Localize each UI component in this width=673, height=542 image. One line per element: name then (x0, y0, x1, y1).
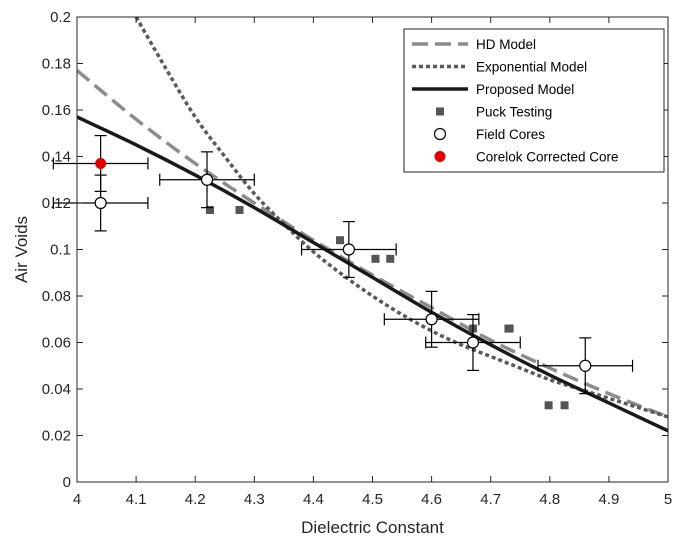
legend-swatch-filled-circle (434, 151, 446, 162)
y-axis-label: Air Voids (12, 216, 31, 283)
x-tick-label: 5 (664, 491, 672, 508)
field-core-point (342, 243, 355, 256)
x-tick-label: 4.8 (539, 491, 560, 508)
x-tick-label: 4.9 (598, 491, 619, 508)
puck-testing-point (205, 205, 214, 214)
legend-label: Corelok Corrected Core (476, 150, 619, 165)
y-tick-label: 0.1 (50, 242, 71, 259)
series-layer (52, 17, 668, 433)
legend-items: HD Model Exponential Model Proposed Model P… (412, 37, 619, 165)
proposed-model-line (77, 115, 668, 433)
y-tick-label: 0.2 (50, 9, 71, 26)
legend: HD Model Exponential Model Proposed Model P… (403, 28, 665, 173)
y-tick-label: 0.04 (42, 381, 71, 398)
y-tick-label: 0.08 (42, 288, 71, 305)
ticks-layer: 4 4.1 4.2 4.3 4.4 4.5 4.6 4.7 4.8 4.9 5 0 0.02 0.04 0.… (42, 9, 672, 508)
x-tick-label: 4.6 (421, 491, 442, 508)
x-tick-label: 4.5 (362, 491, 383, 508)
legend-item: Exponential Model (412, 60, 587, 75)
legend-item: Puck Testing (436, 105, 552, 120)
puck-testing-point (386, 254, 395, 263)
model-lines (77, 17, 668, 433)
x-axis-label: Dielectric Constant (301, 518, 444, 537)
field-cores-markers (52, 151, 634, 395)
y-tick-label: 0.14 (42, 149, 71, 166)
puck-testing-point (235, 205, 244, 214)
field-core-point (94, 196, 107, 210)
y-tick-label: 0.06 (42, 335, 71, 352)
field-core-point (425, 313, 438, 326)
corelok-corrected-core-point (95, 157, 107, 169)
puck-testing-point (544, 401, 553, 410)
puck-testing-point (371, 254, 380, 263)
legend-label: Puck Testing (476, 105, 552, 120)
y-tick-label: 0.12 (42, 195, 71, 212)
corelok-markers (52, 134, 149, 192)
field-core-point (466, 336, 480, 349)
x-tick-label: 4.7 (480, 491, 501, 508)
legend-label: HD Model (476, 37, 536, 52)
x-tick-label: 4.2 (185, 491, 206, 508)
legend-swatch-open-circle (433, 127, 447, 141)
y-tick-label: 0.18 (42, 56, 71, 73)
puck-testing-point (505, 324, 514, 333)
x-tick-label: 4.4 (303, 491, 324, 508)
x-tick-label: 4 (73, 491, 81, 508)
legend-label: Field Cores (476, 127, 545, 142)
puck-testing-point (335, 236, 344, 245)
hd-model-line (77, 69, 668, 419)
field-core-point (579, 359, 592, 372)
legend-label: Exponential Model (476, 60, 587, 75)
legend-box (403, 28, 665, 173)
legend-label: Proposed Model (476, 82, 574, 97)
x-tick-label: 4.1 (126, 491, 147, 508)
legend-item: HD Model (412, 37, 536, 52)
legend-item: Corelok Corrected Core (434, 150, 619, 165)
x-tick-label: 4.3 (244, 491, 265, 508)
legend-swatch-square (436, 107, 444, 116)
y-tick-label: 0.16 (42, 102, 71, 119)
y-tick-label: 0 (63, 474, 71, 491)
y-tick-label: 0.02 (42, 428, 71, 445)
legend-item: Field Cores (433, 127, 545, 142)
field-core-point (200, 173, 214, 186)
puck-testing-point (560, 401, 569, 410)
legend-item: Proposed Model (412, 82, 574, 97)
